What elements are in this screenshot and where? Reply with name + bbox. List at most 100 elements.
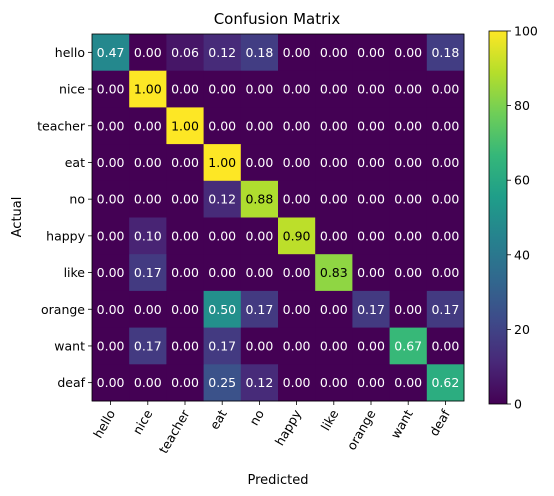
cell-value-label: 0.00	[357, 118, 385, 133]
cell-value-label: 0.00	[357, 338, 385, 353]
cell-value-label: 0.50	[208, 302, 236, 317]
cell-value-label: 0.00	[320, 82, 348, 97]
cell-value-label: 0.00	[394, 228, 422, 243]
y-tick-label: teacher	[37, 118, 86, 133]
cell-value-label: 0.00	[320, 118, 348, 133]
cell-value-label: 0.00	[208, 265, 236, 280]
cell-value-label: 0.83	[320, 265, 348, 280]
cell-value-label: 0.00	[431, 338, 459, 353]
cell-value-label: 0.00	[320, 302, 348, 317]
cell-value-label: 0.90	[283, 228, 311, 243]
cell-value-label: 0.00	[394, 375, 422, 390]
y-tick-label: deaf	[57, 375, 85, 390]
x-tick-label: nice	[129, 407, 155, 437]
y-tick-label: eat	[65, 155, 85, 170]
cell-value-label: 0.10	[134, 228, 162, 243]
cell-value-label: 0.00	[320, 375, 348, 390]
cell-value-label: 0.00	[357, 228, 385, 243]
cell-value-label: 0.00	[245, 118, 273, 133]
cell-value-label: 0.00	[320, 228, 348, 243]
cell-value-label: 0.00	[357, 265, 385, 280]
cell-value-label: 0.00	[245, 265, 273, 280]
cell-value-label: 0.18	[245, 45, 273, 60]
cell-value-label: 0.00	[357, 192, 385, 207]
cell-value-label: 0.17	[431, 302, 459, 317]
x-tick-label: hello	[90, 407, 118, 441]
cell-value-label: 0.00	[97, 118, 125, 133]
cell-value-label: 0.00	[394, 302, 422, 317]
y-tick-label: happy	[46, 228, 85, 243]
cell-value-label: 0.00	[245, 338, 273, 353]
x-axis-label: Predicted	[247, 473, 308, 488]
cell-value-label: 0.00	[208, 228, 236, 243]
cell-value-label: 0.00	[283, 302, 311, 317]
cell-value-label: 0.00	[171, 302, 199, 317]
y-tick-label: no	[69, 192, 85, 207]
cell-value-label: 0.17	[134, 338, 162, 353]
cell-value-label: 0.00	[320, 45, 348, 60]
x-tick-label: no	[246, 407, 267, 428]
cell-value-label: 0.25	[208, 375, 236, 390]
colorbar-tick-label: 20	[514, 322, 530, 337]
cell-value-label: 0.12	[208, 192, 236, 207]
colorbar-tick-label: 60	[514, 173, 530, 188]
x-tick-label: eat	[207, 407, 230, 432]
cell-value-label: 0.00	[357, 45, 385, 60]
cell-value-label: 0.17	[357, 302, 385, 317]
x-tick-label: like	[318, 407, 342, 433]
cell-value-label: 0.12	[208, 45, 236, 60]
cell-value-label: 0.00	[97, 155, 125, 170]
cell-value-label: 0.00	[283, 338, 311, 353]
cell-value-label: 0.00	[320, 192, 348, 207]
x-axis: hello nice teacher eat no happy like orange want…	[90, 401, 453, 456]
cell-value-label: 0.00	[431, 82, 459, 97]
cell-value-label: 0.00	[245, 155, 273, 170]
y-tick-label: like	[64, 265, 86, 280]
cell-value-label: 0.00	[134, 118, 162, 133]
cell-value-label: 0.00	[357, 375, 385, 390]
y-axis: helloniceteachereatnohappylikeorangewant…	[37, 45, 92, 390]
cell-value-label: 0.00	[394, 265, 422, 280]
cell-value-label: 1.00	[134, 82, 162, 97]
cell-value-label: 0.00	[97, 228, 125, 243]
cell-value-label: 0.00	[208, 82, 236, 97]
cell-value-label: 0.00	[283, 265, 311, 280]
cell-value-label: 0.00	[134, 375, 162, 390]
cell-value-label: 0.00	[134, 155, 162, 170]
cell-value-label: 0.00	[283, 82, 311, 97]
cell-value-label: 0.00	[394, 45, 422, 60]
x-tick-label: happy	[272, 406, 305, 448]
cell-value-label: 0.00	[97, 338, 125, 353]
cell-value-label: 0.00	[320, 338, 348, 353]
cell-value-label: 0.00	[431, 228, 459, 243]
cell-value-label: 0.00	[283, 155, 311, 170]
cell-value-label: 0.00	[283, 375, 311, 390]
cell-value-label: 0.00	[171, 82, 199, 97]
cell-value-label: 0.06	[171, 45, 199, 60]
cell-value-label: 0.17	[245, 302, 273, 317]
y-tick-label: hello	[55, 45, 85, 60]
cell-value-label: 0.00	[97, 82, 125, 97]
cell-value-label: 0.00	[134, 45, 162, 60]
colorbar-tick-label: 100	[514, 24, 538, 39]
cell-value-label: 0.67	[394, 338, 422, 353]
cell-value-label: 0.00	[171, 338, 199, 353]
cell-value-label: 0.00	[431, 265, 459, 280]
cell-value-label: 0.00	[171, 265, 199, 280]
cell-value-label: 0.00	[97, 375, 125, 390]
y-tick-label: want	[54, 338, 85, 353]
cell-value-label: 0.00	[97, 302, 125, 317]
cell-value-label: 0.88	[245, 192, 273, 207]
cell-value-label: 0.00	[134, 302, 162, 317]
cell-value-label: 0.00	[394, 155, 422, 170]
cell-value-label: 0.00	[171, 375, 199, 390]
chart-title: Confusion Matrix	[214, 10, 341, 28]
cell-value-label: 0.62	[431, 375, 459, 390]
colorbar-gradient	[489, 31, 507, 404]
cell-value-label: 0.00	[357, 82, 385, 97]
cell-value-label: 0.00	[283, 118, 311, 133]
cell-value-label: 0.00	[171, 228, 199, 243]
x-tick-label: deaf	[426, 406, 453, 438]
x-tick-label: orange	[344, 407, 379, 453]
